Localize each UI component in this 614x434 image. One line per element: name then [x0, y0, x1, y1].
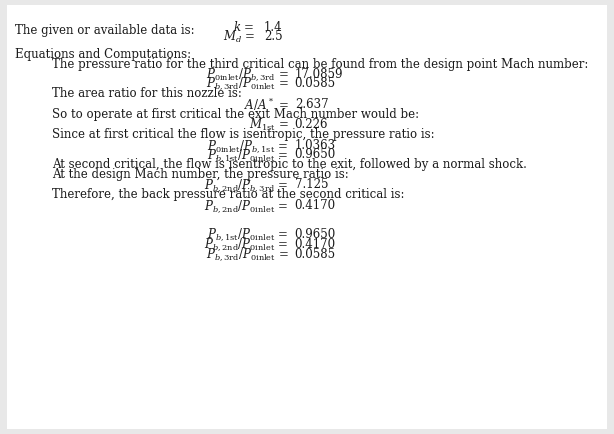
- Text: The given or available data is:: The given or available data is:: [15, 24, 195, 37]
- Text: $P_{b,\mathrm{1st}}/P_{\mathrm{0inlet}}$ =: $P_{b,\mathrm{1st}}/P_{\mathrm{0inlet}}$…: [208, 227, 289, 242]
- Text: $M_d$ =: $M_d$ =: [223, 28, 255, 45]
- Text: 2.5: 2.5: [264, 30, 282, 43]
- Text: 0.226: 0.226: [295, 118, 328, 132]
- Text: Since at first critical the flow is isentropic, the pressure ratio is:: Since at first critical the flow is isen…: [52, 128, 435, 141]
- Text: 0.9650: 0.9650: [295, 228, 336, 241]
- Text: 0.9650: 0.9650: [295, 148, 336, 161]
- Text: $P_{\mathrm{0inlet}}/P_{b,\mathrm{3rd}}$ =: $P_{\mathrm{0inlet}}/P_{b,\mathrm{3rd}}$…: [206, 66, 289, 82]
- Text: $P_{b,\mathrm{3rd}}/P_{\mathrm{0inlet}}$ =: $P_{b,\mathrm{3rd}}/P_{\mathrm{0inlet}}$…: [206, 76, 289, 91]
- Text: $P_{b,\mathrm{2nd}}/P_{\mathrm{0inlet}}$ =: $P_{b,\mathrm{2nd}}/P_{\mathrm{0inlet}}$…: [204, 198, 289, 214]
- Text: $P_{b,\mathrm{3rd}}/P_{\mathrm{0inlet}}$ =: $P_{b,\mathrm{3rd}}/P_{\mathrm{0inlet}}$…: [206, 247, 289, 262]
- Text: 2.637: 2.637: [295, 98, 328, 111]
- Text: $P_{b,\mathrm{2nd}}/P_{b,\mathrm{3rd}}$ =: $P_{b,\mathrm{2nd}}/P_{b,\mathrm{3rd}}$ …: [204, 177, 289, 193]
- Text: Equations and Computations:: Equations and Computations:: [15, 48, 192, 61]
- FancyBboxPatch shape: [7, 5, 607, 429]
- Text: $M_{\mathrm{1st}}$ =: $M_{\mathrm{1st}}$ =: [249, 117, 289, 133]
- Text: 0.4170: 0.4170: [295, 238, 336, 251]
- Text: $P_{\mathrm{0inlet}}/P_{b,\mathrm{1st}}$ =: $P_{\mathrm{0inlet}}/P_{b,\mathrm{1st}}$…: [208, 138, 289, 154]
- Text: 0.4170: 0.4170: [295, 199, 336, 212]
- Text: 1.0363: 1.0363: [295, 139, 336, 152]
- Text: The area ratio for this nozzle is:: The area ratio for this nozzle is:: [52, 87, 242, 100]
- Text: Therefore, the back pressure ratio at the second critical is:: Therefore, the back pressure ratio at th…: [52, 188, 405, 201]
- Text: $P_{b,\mathrm{2nd}}/P_{\mathrm{0inlet}}$ =: $P_{b,\mathrm{2nd}}/P_{\mathrm{0inlet}}$…: [204, 237, 289, 252]
- Text: $P_{b,\mathrm{1st}}/P_{\mathrm{0inlet}}$ =: $P_{b,\mathrm{1st}}/P_{\mathrm{0inlet}}$…: [208, 147, 289, 163]
- Text: 7.125: 7.125: [295, 178, 328, 191]
- Text: $k$ =: $k$ =: [233, 20, 255, 34]
- Text: So to operate at first critical the exit Mach number would be:: So to operate at first critical the exit…: [52, 108, 419, 121]
- Text: At the design Mach number, the pressure ratio is:: At the design Mach number, the pressure …: [52, 168, 349, 181]
- Text: 0.0585: 0.0585: [295, 77, 336, 90]
- Text: $A/A^*$ =: $A/A^*$ =: [244, 96, 289, 112]
- Text: The pressure ratio for the third critical can be found from the design point Mac: The pressure ratio for the third critica…: [52, 58, 589, 71]
- Text: 1.4: 1.4: [264, 21, 282, 34]
- Text: 0.0585: 0.0585: [295, 248, 336, 261]
- Text: 17.0859: 17.0859: [295, 68, 343, 81]
- Text: At second critical, the flow is isentropic to the exit, followed by a normal sho: At second critical, the flow is isentrop…: [52, 158, 527, 171]
